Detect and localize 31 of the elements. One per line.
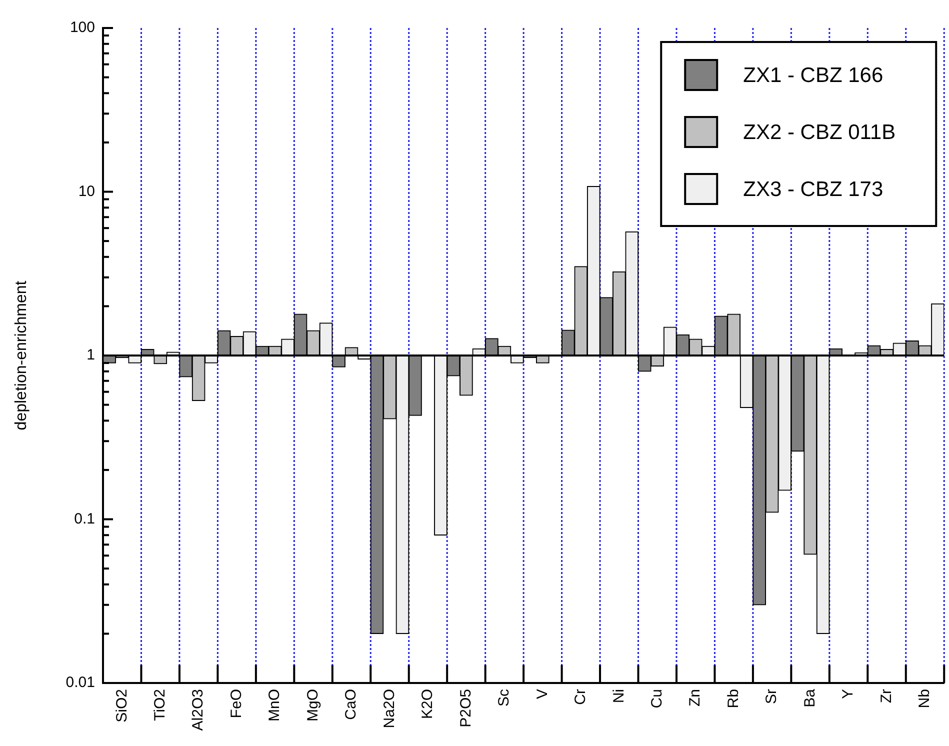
x-tick-label: Sc <box>496 688 513 707</box>
x-tick-label: Cu <box>648 689 666 708</box>
legend-label: ZX1 - CBZ 166 <box>743 64 884 87</box>
y-tick-label: 1 <box>86 346 95 364</box>
y-tick-label: 10 <box>78 182 95 200</box>
x-tick-label: Cr <box>572 688 590 705</box>
x-tick-label: Ba <box>801 688 818 708</box>
x-tick-label: V <box>534 689 551 700</box>
x-tick-label: Na2O <box>380 689 398 728</box>
x-tick-label: SiO2 <box>113 689 130 722</box>
legend-label: ZX2 - CBZ 011B <box>743 120 896 144</box>
x-tick-label: MgO <box>304 689 322 722</box>
x-tick-label: TiO2 <box>151 689 168 721</box>
y-axis-title: depletion-enrichment <box>13 280 30 430</box>
x-tick-label: Al2O3 <box>190 689 207 731</box>
x-tick-label: CaO <box>342 689 360 720</box>
x-tick-label: MnO <box>266 689 284 722</box>
x-tick-label: Zn <box>686 689 704 707</box>
y-tick-label: 100 <box>70 19 95 36</box>
x-tick-label: K2O <box>419 689 436 720</box>
x-tick-label: Nb <box>916 689 934 708</box>
y-tick-label: 0.1 <box>74 510 95 528</box>
legend-label: ZX3 - CBZ 173 <box>743 178 884 201</box>
y-tick-label: 0.01 <box>66 674 95 692</box>
x-tick-label: P2O5 <box>457 689 474 728</box>
x-tick-label: Zr <box>878 689 895 704</box>
x-tick-label: Ni <box>610 689 628 704</box>
x-tick-label: Sr <box>763 688 780 704</box>
x-tick-label: Rb <box>724 689 742 708</box>
x-tick-label: Y <box>840 689 857 700</box>
x-tick-label: FeO <box>228 689 245 718</box>
